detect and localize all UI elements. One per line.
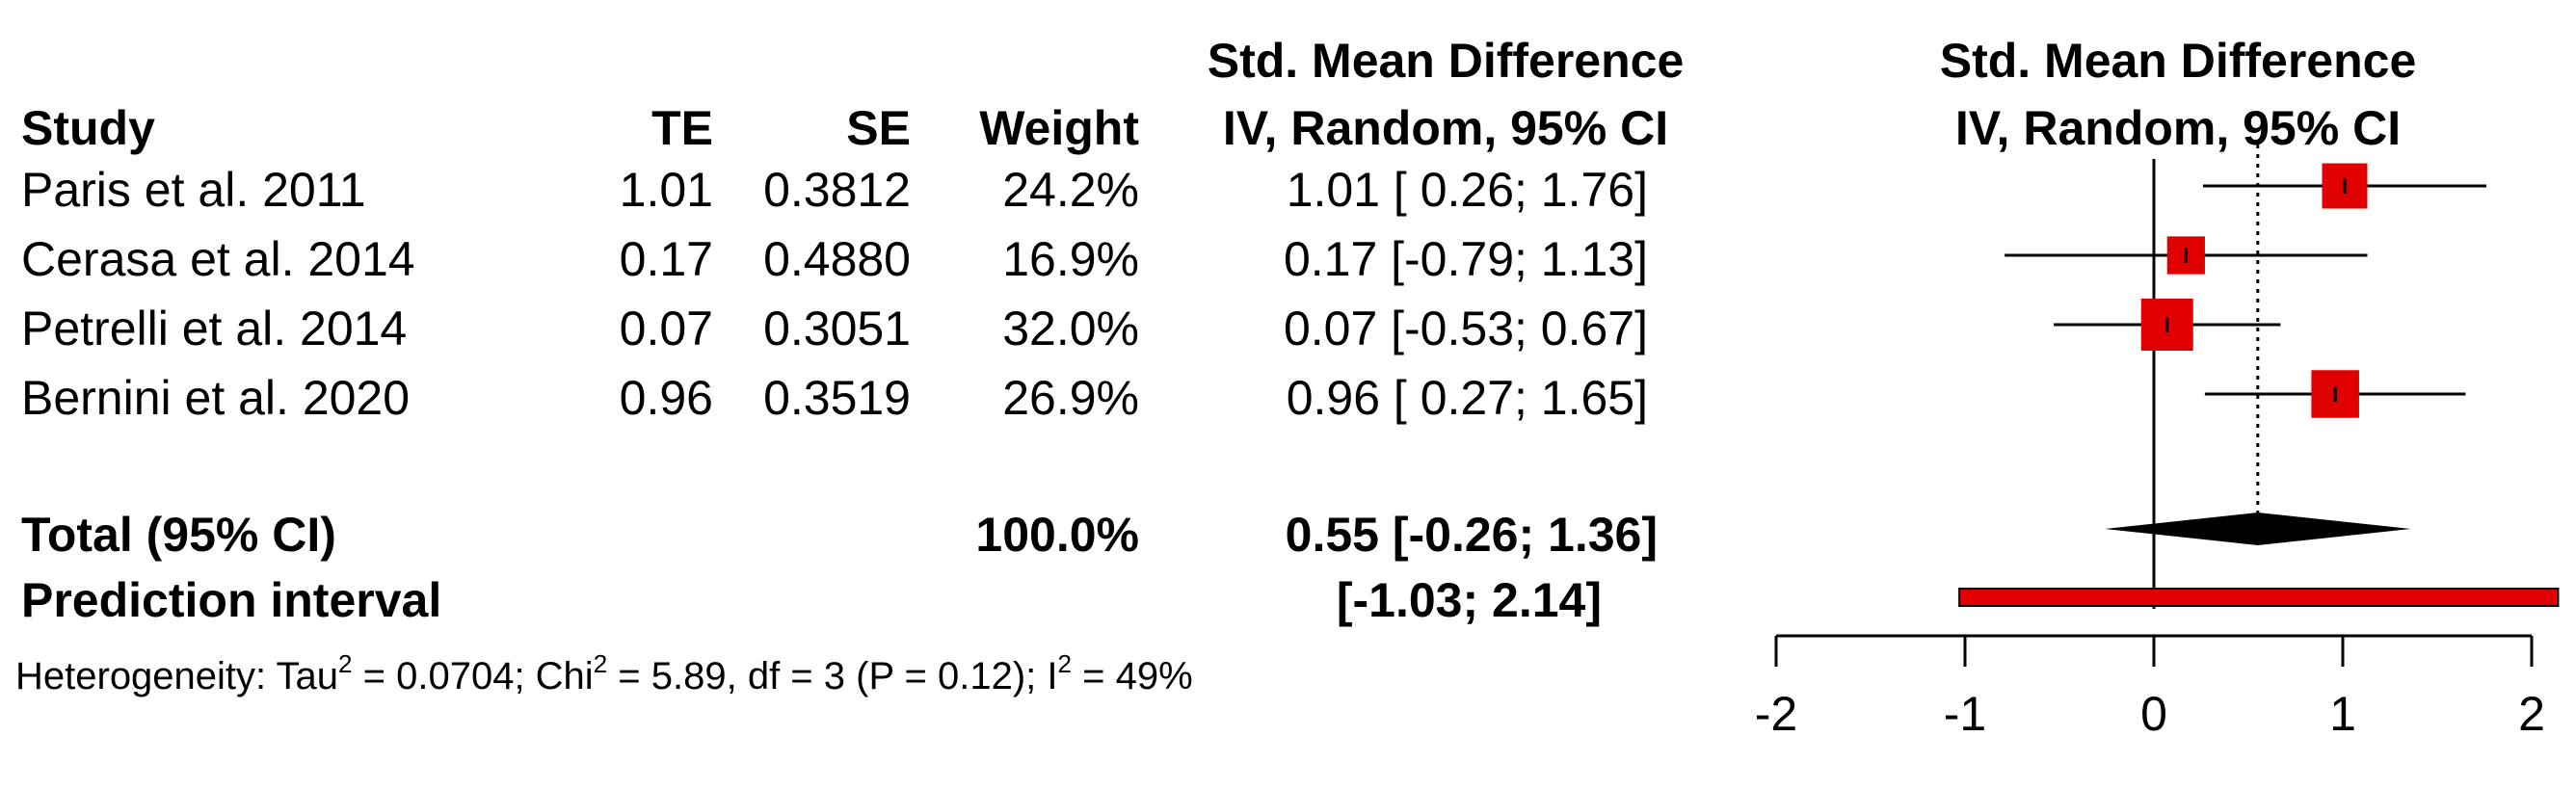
- study-name: Cerasa et al. 2014: [21, 232, 415, 286]
- total-label: Total (95% CI): [21, 508, 336, 562]
- prediction-interval-bar: [1958, 588, 2560, 607]
- prediction-ci-text: [-1.03; 2.14]: [1336, 573, 1602, 627]
- x-tick-label: 2: [2518, 687, 2545, 741]
- study-te: 1.01: [619, 163, 713, 217]
- total-ci-text: 0.55 [-0.26; 1.36]: [1285, 508, 1658, 562]
- prediction-label: Prediction interval: [21, 573, 442, 627]
- smd-header-line2: IV, Random, 95% CI: [1222, 101, 1669, 155]
- study-weight: 16.9%: [1002, 232, 1139, 286]
- te-column-header: TE: [651, 101, 713, 155]
- study-name: Bernini et al. 2020: [21, 371, 411, 425]
- plot-header-line1: Std. Mean Difference: [1939, 34, 2417, 88]
- study-ci-text: 1.01 [ 0.26; 1.76]: [1286, 163, 1648, 217]
- study-se: 0.3812: [763, 163, 911, 217]
- study-name: Petrelli et al. 2014: [21, 302, 408, 355]
- study-ci-text: 0.17 [-0.79; 1.13]: [1283, 232, 1648, 286]
- x-tick-label: 1: [2329, 687, 2356, 741]
- x-tick-label: -2: [1755, 687, 1797, 741]
- study-column-header: Study: [21, 101, 155, 155]
- pooled-diamond: [2105, 513, 2411, 545]
- study-te: 0.17: [619, 232, 713, 286]
- study-weight: 24.2%: [1002, 163, 1139, 217]
- plot-header-line2: IV, Random, 95% CI: [1954, 101, 2402, 155]
- study-weight: 26.9%: [1002, 371, 1139, 425]
- study-ci-text: 0.96 [ 0.27; 1.65]: [1286, 371, 1648, 425]
- heterogeneity-text: Heterogeneity: Tau2 = 0.0704; Chi2 = 5.8…: [15, 649, 1193, 697]
- x-tick-label: -1: [1944, 687, 1986, 741]
- study-te: 0.96: [619, 371, 713, 425]
- x-tick-label: 0: [2140, 687, 2167, 741]
- study-weight: 32.0%: [1002, 302, 1139, 355]
- se-column-header: SE: [846, 101, 911, 155]
- study-se: 0.3051: [763, 302, 911, 355]
- study-se: 0.3519: [763, 371, 911, 425]
- total-weight: 100.0%: [975, 508, 1139, 562]
- study-name: Paris et al. 2011: [21, 163, 366, 217]
- smd-header-line1: Std. Mean Difference: [1207, 34, 1685, 88]
- weight-column-header: Weight: [979, 101, 1139, 155]
- study-te: 0.07: [619, 302, 713, 355]
- study-se: 0.4880: [763, 232, 911, 286]
- study-ci-text: 0.07 [-0.53; 0.67]: [1283, 302, 1648, 355]
